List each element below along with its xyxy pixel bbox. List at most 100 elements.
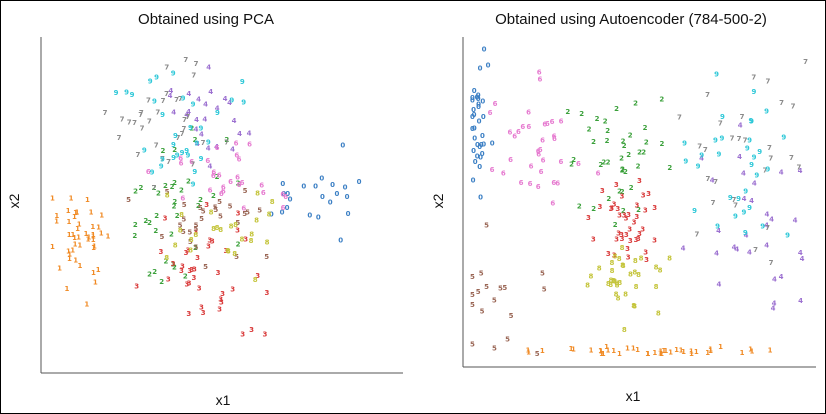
point-2: 2 (623, 168, 628, 176)
point-5: 5 (540, 270, 545, 278)
point-0: 0 (481, 113, 486, 121)
point-0: 0 (471, 106, 476, 114)
point-1: 1 (76, 234, 81, 242)
point-4: 4 (779, 169, 784, 177)
point-2: 2 (621, 207, 626, 215)
point-5: 5 (492, 345, 497, 353)
point-0: 0 (472, 124, 477, 132)
point-1: 1 (749, 348, 754, 356)
point-8: 8 (654, 264, 659, 272)
point-3: 3 (201, 309, 206, 317)
point-8: 8 (631, 302, 636, 310)
point-1: 1 (708, 346, 713, 354)
point-2: 2 (620, 188, 625, 196)
pca-title: Obtained using PCA (138, 11, 274, 28)
point-7: 7 (803, 58, 808, 66)
point-9: 9 (720, 113, 725, 121)
point-6: 6 (179, 160, 184, 168)
point-0: 0 (473, 158, 478, 166)
point-2: 2 (186, 177, 191, 185)
point-0: 0 (280, 209, 285, 217)
point-1: 1 (91, 244, 96, 252)
point-7: 7 (730, 135, 735, 143)
point-7: 7 (178, 95, 183, 103)
point-0: 0 (471, 176, 476, 184)
point-2: 2 (147, 219, 152, 227)
point-0: 0 (470, 125, 475, 133)
point-3: 3 (189, 266, 194, 274)
point-8: 8 (622, 326, 627, 334)
point-4: 4 (716, 227, 721, 235)
point-4: 4 (769, 216, 774, 224)
point-9: 9 (715, 223, 720, 231)
point-8: 8 (611, 277, 616, 285)
point-7: 7 (154, 142, 159, 150)
point-5: 5 (213, 206, 218, 214)
point-1: 1 (635, 346, 640, 354)
point-3: 3 (264, 289, 269, 297)
point-3: 3 (624, 231, 629, 239)
point-3: 3 (632, 218, 637, 226)
autoencoder-ylabel: x2 (430, 193, 446, 208)
point-4: 4 (199, 131, 204, 139)
point-1: 1 (674, 346, 679, 354)
point-7: 7 (743, 137, 748, 145)
point-1: 1 (67, 255, 72, 263)
point-3: 3 (591, 236, 596, 244)
point-4: 4 (764, 221, 769, 229)
point-2: 2 (236, 241, 241, 249)
point-8: 8 (614, 279, 619, 287)
point-3: 3 (216, 269, 221, 277)
point-3: 3 (218, 295, 223, 303)
point-4: 4 (771, 305, 776, 313)
point-6: 6 (217, 172, 222, 180)
point-0: 0 (477, 118, 482, 126)
point-5: 5 (492, 297, 497, 305)
point-9: 9 (199, 155, 204, 163)
point-4: 4 (247, 129, 252, 137)
point-8: 8 (615, 282, 620, 290)
point-2: 2 (605, 137, 610, 145)
point-7: 7 (705, 91, 710, 99)
point-8: 8 (612, 278, 617, 286)
point-6: 6 (247, 141, 252, 149)
point-5: 5 (480, 307, 485, 315)
point-6: 6 (536, 148, 541, 156)
point-4: 4 (223, 95, 228, 103)
point-3: 3 (614, 181, 619, 189)
point-7: 7 (160, 155, 165, 163)
point-2: 2 (163, 257, 168, 265)
point-0: 0 (480, 132, 485, 140)
point-0: 0 (470, 97, 475, 105)
point-5: 5 (201, 208, 206, 216)
point-6: 6 (234, 151, 239, 159)
point-6: 6 (211, 172, 216, 180)
point-2: 2 (236, 180, 241, 188)
point-9: 9 (215, 109, 220, 117)
point-9: 9 (745, 145, 750, 153)
point-6: 6 (550, 199, 555, 207)
point-3: 3 (600, 187, 605, 195)
point-7: 7 (677, 114, 682, 122)
point-7: 7 (765, 77, 770, 85)
point-2: 2 (628, 131, 633, 139)
point-0: 0 (269, 211, 274, 219)
point-2: 2 (617, 188, 622, 196)
point-6: 6 (520, 123, 525, 131)
point-4: 4 (194, 125, 199, 133)
point-1: 1 (601, 350, 606, 358)
point-6: 6 (205, 157, 210, 165)
point-1: 1 (604, 343, 609, 351)
point-6: 6 (545, 120, 550, 128)
point-4: 4 (168, 92, 173, 100)
point-9: 9 (754, 172, 759, 180)
point-2: 2 (619, 155, 624, 163)
point-1: 1 (679, 347, 684, 355)
point-7: 7 (765, 224, 770, 232)
point-3: 3 (643, 249, 648, 257)
point-3: 3 (243, 236, 248, 244)
point-4: 4 (232, 117, 237, 125)
point-7: 7 (191, 72, 196, 80)
point-2: 2 (147, 271, 152, 279)
point-6: 6 (234, 140, 239, 148)
